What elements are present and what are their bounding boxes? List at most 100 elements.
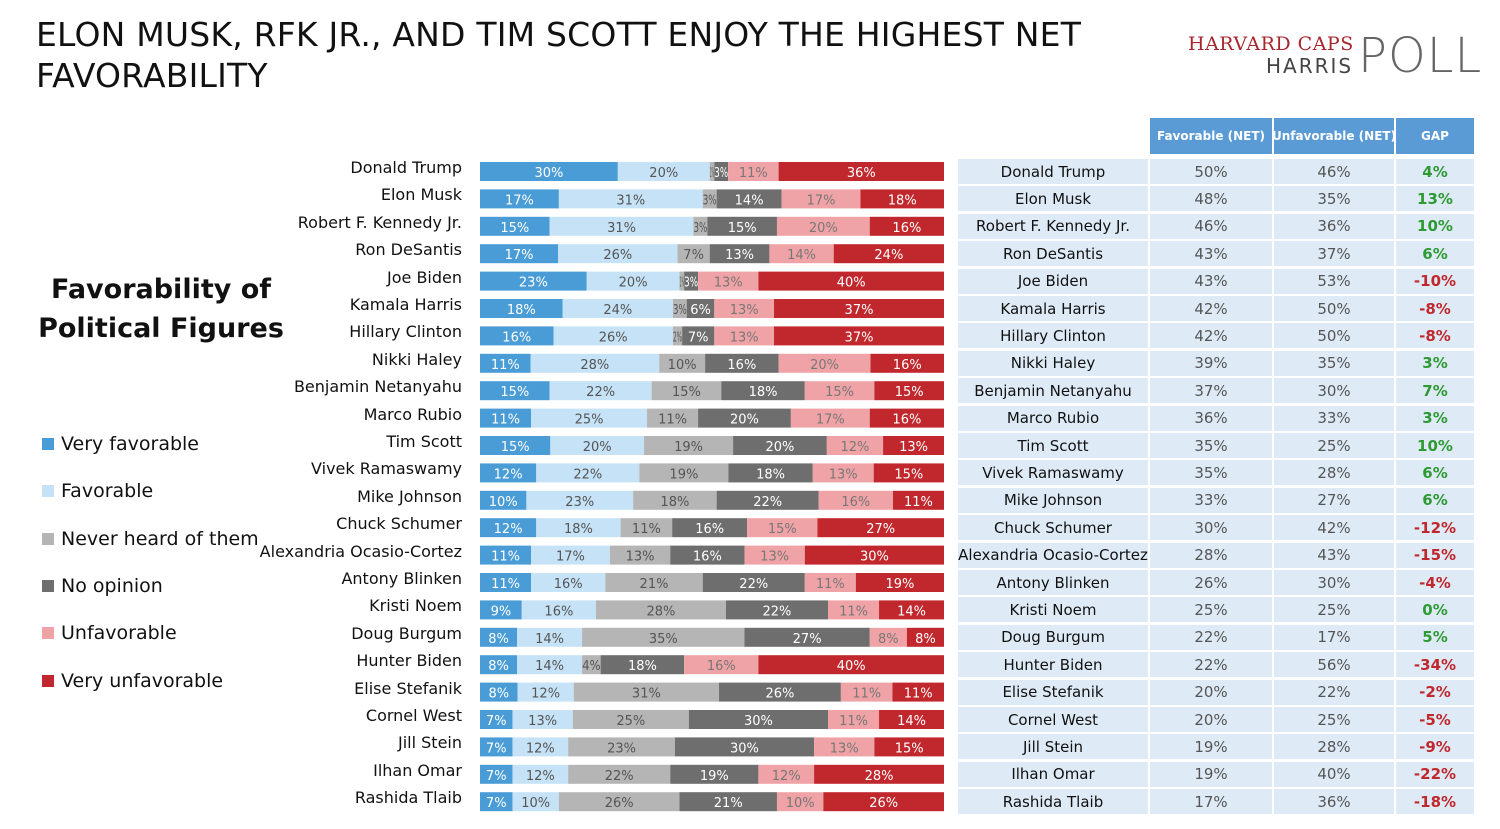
bar-segment (698, 271, 759, 291)
bar-value-label: 11% (491, 358, 520, 373)
bar-value-label: 11% (658, 413, 687, 428)
table-value-cell: 19% (1150, 761, 1272, 787)
bar-segment (651, 381, 722, 401)
bar-value-label: 37% (845, 303, 874, 318)
figure-name: Ron DeSantis (355, 240, 462, 260)
bar-value-label: 16% (693, 550, 722, 565)
table-gap-cell: -8% (1396, 323, 1474, 349)
table-gap-cell: -15% (1396, 542, 1474, 568)
bar-value-label: 13% (829, 467, 858, 482)
bar-segment (702, 189, 717, 209)
table-value-cell: 46% (1274, 159, 1394, 184)
bar-segment (480, 545, 532, 565)
bar-segment (870, 353, 944, 373)
bar-segment (833, 244, 944, 264)
table-gap-cell: -22% (1396, 761, 1474, 787)
table-value-cell: 30% (1150, 515, 1272, 541)
bar-segment (512, 792, 559, 812)
table-gap-cell: -34% (1396, 652, 1474, 678)
figure-name: Marco Rubio (363, 404, 462, 424)
bar-value-label: 13% (760, 550, 789, 565)
bar-segment (823, 792, 944, 812)
bar-segment (812, 463, 874, 483)
figure-name: Joe Biden (387, 267, 462, 287)
bar-segment (769, 244, 834, 264)
table-value-cell: 19% (1150, 734, 1272, 760)
bar-value-label: 31% (632, 687, 661, 702)
bar-segment (828, 710, 880, 729)
bar-value-label: 20% (809, 221, 838, 236)
bar-value-label: 12% (531, 687, 560, 702)
bar-value-label: 18% (564, 522, 593, 537)
bar-value-label: 11% (839, 714, 868, 729)
bar-segment (659, 353, 706, 373)
bar-value-label: 25% (616, 714, 645, 729)
bar-segment (480, 216, 550, 236)
bar-segment (480, 353, 531, 373)
bar-segment (600, 655, 685, 675)
bar-segment (512, 710, 573, 729)
table-name-cell: Robert F. Kennedy Jr. (958, 213, 1148, 239)
bar-value-label: 7% (683, 248, 704, 263)
bar-segment (572, 710, 689, 729)
bar-segment (480, 573, 532, 592)
bar-value-label: 18% (749, 385, 778, 400)
table-value-cell: 36% (1274, 213, 1394, 239)
table-value-cell: 25% (1150, 597, 1272, 623)
bar-segment (728, 463, 813, 483)
table-gap-cell: 5% (1396, 624, 1474, 650)
bar-segment (709, 244, 770, 264)
table-value-cell: 43% (1274, 542, 1394, 568)
bar-segment (682, 326, 715, 346)
bar-segment (892, 682, 944, 702)
bar-value-label: 17% (556, 550, 585, 565)
bar-value-label: 20% (730, 413, 759, 428)
bar-value-label: 22% (739, 577, 768, 592)
bar-segment (672, 518, 748, 538)
bar-value-label: 30% (860, 550, 889, 565)
bar-value-label: 23% (565, 495, 594, 510)
bar-value-label: 11% (491, 413, 520, 428)
table-value-cell: 42% (1274, 515, 1394, 541)
bar-value-label: 13% (725, 248, 754, 263)
bar-segment (536, 463, 640, 483)
bar-value-label: 11% (904, 495, 933, 510)
bar-value-label: 8% (488, 687, 509, 702)
bar-segment (725, 600, 828, 620)
bar-value-label: 11% (839, 604, 868, 619)
table-gap-cell: 10% (1396, 433, 1474, 458)
table-gap-cell: -2% (1396, 679, 1474, 705)
figure-name: Antony Blinken (341, 569, 462, 588)
bar-value-label: 12% (772, 769, 801, 784)
bar-value-label: 31% (607, 221, 636, 236)
bar-value-label: 14% (897, 604, 926, 619)
table-value-cell: 28% (1274, 734, 1394, 760)
bar-value-label: 19% (674, 440, 703, 455)
bar-value-label: 16% (893, 358, 922, 373)
table-gap-cell: -8% (1396, 296, 1474, 321)
table-name-cell: Antony Blinken (958, 570, 1148, 595)
bar-value-label: 16% (841, 495, 870, 510)
bar-segment (776, 216, 870, 236)
bar-value-label: 16% (502, 330, 531, 345)
bar-segment (553, 326, 673, 346)
table-value-cell: 33% (1274, 405, 1394, 431)
bar-segment (778, 162, 944, 181)
bar-value-label: 12% (526, 769, 555, 784)
table-name-cell: Hillary Clinton (958, 323, 1148, 349)
table-value-cell: 22% (1274, 679, 1394, 705)
bar-segment (573, 682, 720, 702)
bar-value-label: 18% (660, 495, 689, 510)
table-value-cell: 36% (1150, 405, 1272, 431)
bar-value-label: 30% (534, 166, 563, 181)
figure-name: Nikki Haley (371, 349, 462, 369)
figure-name: Alexandria Ocasio-Cortez (259, 541, 462, 561)
table-value-cell: 25% (1274, 433, 1394, 458)
table-header: GAP (1396, 118, 1474, 154)
table-name-cell: Doug Burgum (958, 624, 1148, 650)
bar-value-label: 23% (607, 741, 636, 756)
bar-value-label: 16% (544, 604, 573, 619)
bar-segment (747, 518, 818, 538)
figure-name: Kristi Noem (369, 596, 462, 616)
table-name-cell: Kamala Harris (958, 296, 1148, 321)
